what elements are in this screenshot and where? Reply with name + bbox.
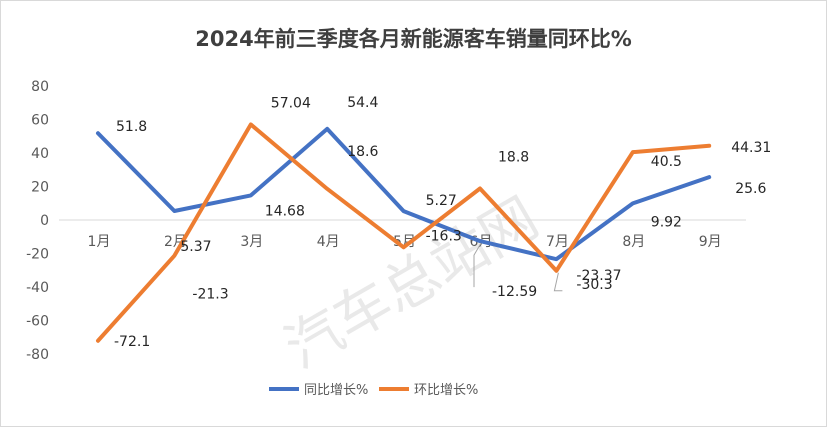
series-line-1 [96, 126, 712, 262]
y-tick-label: 60 [31, 113, 49, 129]
data-label: 18.6 [347, 144, 378, 160]
data-label: 57.04 [271, 95, 311, 111]
y-tick-label: -20 [26, 247, 49, 263]
data-label: -12.59 [492, 284, 537, 300]
x-tick-label: 7月 [546, 234, 569, 250]
data-label: 40.5 [651, 154, 682, 170]
data-label: 5.27 [426, 193, 457, 209]
x-tick-label: 8月 [622, 234, 645, 250]
data-label: -21.3 [192, 287, 228, 303]
y-tick-label: -60 [26, 314, 49, 330]
x-tick-label: 1月 [88, 234, 111, 250]
y-tick-label: 80 [31, 79, 49, 95]
x-tick-label: 9月 [699, 234, 722, 250]
y-tick-label: 0 [40, 213, 49, 229]
data-label: 14.68 [265, 203, 305, 219]
y-tick-label: 40 [31, 146, 49, 162]
y-tick-label: 20 [31, 180, 49, 196]
legend-label: 环比增长% [414, 383, 478, 398]
x-tick-label: 4月 [317, 234, 340, 250]
legend-label: 同比增长% [304, 383, 368, 398]
data-label: -16.3 [426, 228, 462, 244]
data-label: -72.1 [114, 334, 150, 350]
data-label: 5.37 [180, 239, 211, 255]
chart-title: 2024年前三季度各月新能源客车销量同环比% [195, 27, 632, 51]
leader-line [553, 272, 563, 292]
data-label: -23.37 [576, 268, 621, 284]
data-label: 9.92 [651, 214, 682, 230]
data-label: 18.8 [498, 150, 529, 166]
series-line-2 [96, 122, 712, 343]
data-label: 44.31 [731, 140, 771, 156]
data-label: 51.8 [116, 119, 147, 135]
x-tick-label: 3月 [240, 234, 263, 250]
y-tick-label: -80 [26, 347, 49, 363]
y-tick-label: -40 [26, 280, 49, 296]
data-label: 25.6 [735, 181, 766, 197]
data-label: 54.4 [347, 95, 378, 111]
data-label: -30.3 [576, 277, 612, 293]
leader-line [473, 242, 482, 288]
